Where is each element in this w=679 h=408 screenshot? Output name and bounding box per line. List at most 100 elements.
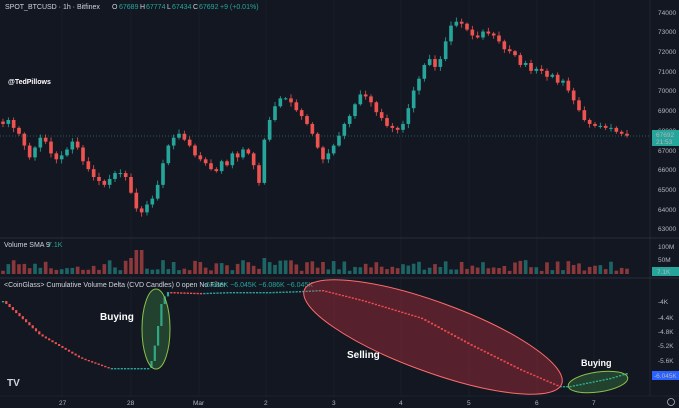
volume-bar — [603, 269, 608, 274]
cvd-candle — [404, 312, 407, 315]
candle-body — [289, 98, 293, 103]
cvd-candle — [539, 377, 542, 380]
cvd-candle — [473, 345, 476, 348]
candle-body — [603, 125, 608, 128]
candle-body — [523, 63, 528, 65]
candle-body — [107, 178, 112, 185]
price-candles[interactable] — [1, 17, 629, 217]
volume-bar — [155, 269, 160, 274]
volume-bar — [454, 269, 459, 274]
cvd-candle — [58, 344, 61, 346]
symbol-title[interactable]: SPOT_BTCUSD · 1h · Bitfinex — [5, 4, 100, 11]
cvd-candle — [282, 291, 285, 293]
volume-bar — [582, 270, 587, 274]
candle-body — [593, 123, 597, 126]
candle-body — [283, 98, 288, 100]
volume-bar — [481, 262, 485, 274]
candle-body — [465, 23, 469, 30]
time-axis[interactable]: 27 28 Mar 2 3 4 5 6 7 — [59, 398, 675, 408]
cvd-candle — [338, 294, 341, 296]
candle-body — [177, 133, 181, 138]
volume-bar — [427, 267, 432, 274]
volume-bar — [513, 262, 517, 274]
volume-bar — [433, 264, 437, 274]
volume-bars[interactable] — [1, 250, 629, 274]
volume-bar — [209, 270, 213, 274]
volume-bar — [75, 266, 80, 274]
candle-body — [182, 133, 187, 140]
candle-body — [198, 155, 203, 160]
annotation-selling: Selling — [347, 350, 380, 361]
volume-axis[interactable]: 100M 50M 7.1K — [652, 244, 679, 276]
cvd-candles[interactable] — [1, 290, 628, 388]
candle-body — [411, 90, 416, 109]
candle-body — [497, 35, 501, 42]
cvd-candle — [239, 292, 242, 294]
cvd-candle — [246, 292, 249, 294]
volume-bar — [417, 261, 421, 274]
candle-body — [379, 112, 384, 119]
volume-bar — [353, 266, 357, 274]
cvd-candle — [206, 292, 209, 295]
cvd-candle — [424, 319, 427, 321]
cvd-candle — [589, 381, 592, 384]
candle-body — [342, 123, 347, 136]
cvd-candle — [487, 352, 490, 355]
cvd-candle — [100, 364, 104, 367]
volume-bar — [225, 265, 229, 274]
cvd-candle — [609, 377, 612, 380]
cvd-current-value: -6.045K — [654, 373, 677, 380]
annotation-buying-1: Buying — [100, 312, 134, 323]
cvd-candle — [619, 375, 622, 377]
grid-lines — [61, 0, 595, 396]
volume-bar — [534, 267, 539, 274]
cvd-candle — [196, 292, 199, 295]
candle-body — [385, 118, 389, 126]
volume-bar — [566, 261, 571, 274]
settings-icon[interactable] — [667, 398, 675, 406]
cvd-candle — [312, 290, 315, 292]
cvd-candle — [615, 376, 618, 378]
cvd-candle — [272, 291, 275, 294]
time-tick: 7 — [592, 400, 596, 407]
cvd-candle — [364, 300, 368, 303]
candle-body — [102, 180, 107, 185]
volume-bar — [443, 261, 448, 274]
candle-body — [294, 102, 299, 111]
tradingview-logo-icon[interactable] — [5, 375, 22, 388]
buying-ellipse-2 — [567, 370, 629, 394]
candle-body — [305, 116, 309, 124]
volume-bar — [470, 265, 475, 274]
cvd-candle — [157, 326, 160, 346]
candle-body — [406, 108, 411, 124]
volume-bar — [331, 261, 336, 274]
cvd-candle — [625, 373, 628, 375]
cvd-candle — [242, 292, 245, 294]
volume-bar — [497, 267, 501, 274]
price-axis[interactable]: 74000 73000 72000 71000 70000 69000 6800… — [652, 10, 679, 233]
volume-bar — [11, 260, 16, 274]
cvd-candle — [170, 292, 173, 294]
candle-countdown: 21:53 — [656, 139, 673, 146]
cvd-candle — [381, 305, 384, 308]
cvd-candle — [163, 296, 166, 304]
candle-body — [203, 159, 208, 164]
volume-legend-label[interactable]: Volume SMA 9 — [4, 242, 50, 249]
volume-bar — [609, 261, 613, 274]
volume-bar — [385, 269, 389, 274]
cvd-candle — [318, 290, 321, 292]
price-tick: 70000 — [658, 88, 676, 95]
cvd-candle — [427, 320, 430, 323]
volume-bar — [219, 263, 224, 274]
volume-bar — [310, 261, 315, 274]
candle-body — [561, 80, 565, 83]
cvd-candle — [397, 310, 401, 313]
cvd-legend-label[interactable]: <CoinGlass> Cumulative Volume Delta (CVD… — [4, 282, 226, 289]
volume-bar — [251, 265, 256, 274]
cvd-candle — [87, 359, 90, 362]
cvd-candle — [457, 336, 460, 339]
ohlc-low-value: 67434 — [172, 4, 192, 11]
cvd-axis[interactable]: -4K -4.4K -4.8K -5.2K -5.6K -6.045K — [652, 299, 679, 380]
time-tick: 2 — [264, 400, 268, 407]
